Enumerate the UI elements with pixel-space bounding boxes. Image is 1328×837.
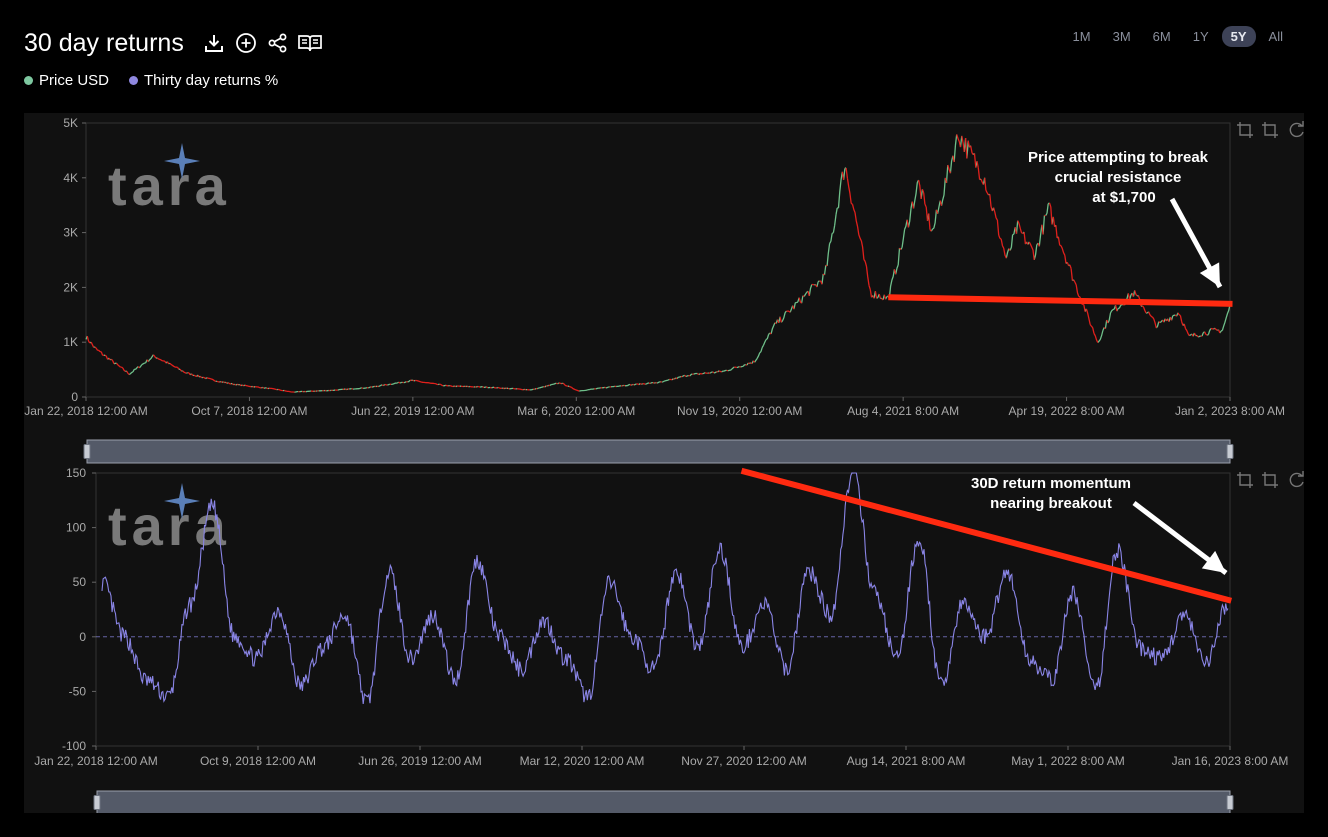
- zoom-select-icon-shape: [1237, 472, 1253, 488]
- returns-plot-area: [95, 472, 1231, 747]
- price-x-tick-label: Jan 2, 2023 8:00 AM: [1175, 404, 1285, 418]
- range-slider[interactable]: [93, 790, 1234, 815]
- price-x-tick-label: Nov 19, 2020 12:00 AM: [677, 404, 802, 418]
- chart-panel: tara 0 1K 2K 3K 4K 5K Jan 22, 2018 12:00 AM Oct …: [24, 113, 1304, 815]
- legend-item-returns[interactable]: Thirty day returns %: [129, 72, 278, 89]
- price-x-tick-label: Oct 7, 2018 12:00 AM: [191, 404, 307, 418]
- price-resistance-line: [888, 294, 1233, 307]
- returns-x-tick-label: Nov 27, 2020 12:00 AM: [681, 754, 806, 768]
- returns-y-tick-label: -100: [62, 739, 86, 753]
- sparkle-icon: [164, 483, 200, 519]
- zoom-select-icon[interactable]: [1237, 472, 1253, 488]
- slider-track: [86, 439, 1231, 464]
- header: 30 day returns: [24, 26, 326, 60]
- price-y-tick-label: 1K: [63, 335, 78, 349]
- slider-handle-left[interactable]: [93, 795, 101, 810]
- zoom-select-icon-shape: [1237, 122, 1253, 138]
- legend: Price USD Thirty day returns %: [24, 72, 278, 89]
- slider-track: [96, 790, 1231, 815]
- zoom-reset-icon-shape: [1262, 122, 1278, 138]
- range-all[interactable]: All: [1268, 29, 1283, 44]
- returns-annotation-arrow: [1132, 501, 1228, 575]
- zoom-reset-icon[interactable]: [1262, 472, 1278, 488]
- legend-label-price: Price USD: [39, 72, 110, 89]
- restore-arrowhead: [1298, 471, 1304, 477]
- returns-x-tick-label: Jan 22, 2018 12:00 AM: [34, 754, 157, 768]
- returns-x-tick-label: Jun 26, 2019 12:00 AM: [358, 754, 481, 768]
- price-y-tick-label: 2K: [63, 280, 78, 294]
- price-annotation-line: at $1,700: [1092, 189, 1155, 206]
- price-x-tick-label: Apr 19, 2022 8:00 AM: [1009, 404, 1125, 418]
- price-x-tick-label: Mar 6, 2020 12:00 AM: [517, 404, 635, 418]
- returns-x-tick-label: Oct 9, 2018 12:00 AM: [200, 754, 316, 768]
- charts-svg: tara 0 1K 2K 3K 4K 5K Jan 22, 2018 12:00 AM Oct …: [24, 116, 1304, 815]
- price-plot-area: [85, 122, 1231, 398]
- range-1m[interactable]: 1M: [1072, 29, 1091, 44]
- zoom-reset-icon-shape: [1262, 472, 1278, 488]
- price-y-tick-label: 4K: [63, 171, 78, 185]
- price-annotation-line: crucial resistance: [1055, 169, 1182, 186]
- legend-item-price[interactable]: Price USD: [24, 72, 109, 89]
- download-icon[interactable]: [201, 30, 227, 56]
- page-title: 30 day returns: [24, 28, 184, 57]
- range-1y[interactable]: 1Y: [1192, 29, 1209, 44]
- range-selector: 1M 3M 6M 1Y 5Y All: [1064, 26, 1292, 47]
- restore-icon[interactable]: [1289, 121, 1304, 138]
- price-y-tick-label: 5K: [63, 116, 78, 130]
- restore-arc: [1289, 472, 1304, 488]
- book-icon[interactable]: [297, 30, 323, 56]
- range-slider[interactable]: [83, 439, 1234, 464]
- range-6m[interactable]: 6M: [1152, 29, 1171, 44]
- add-circle-icon[interactable]: [233, 30, 259, 56]
- legend-label-returns: Thirty day returns %: [144, 72, 279, 89]
- zoom-reset-icon[interactable]: [1262, 122, 1278, 138]
- share-icon[interactable]: [265, 30, 291, 56]
- returns-annotation-line: 30D return momentum: [971, 475, 1131, 492]
- slider-handle-left[interactable]: [83, 444, 91, 459]
- restore-arc: [1289, 122, 1304, 138]
- price-annotation-arrow: [1169, 197, 1223, 289]
- legend-dot-returns: [129, 76, 139, 85]
- tara-watermark: tara: [108, 143, 231, 217]
- price-line-up: [85, 134, 1231, 393]
- sparkle-icon: [164, 143, 200, 179]
- price-annotation-arrow-head: [1199, 262, 1220, 287]
- price-x-tick-label: Jan 22, 2018 12:00 AM: [24, 404, 147, 418]
- returns-y-tick-label: -50: [69, 684, 87, 698]
- returns-annotation-arrow-head: [1201, 550, 1226, 573]
- returns-x-tick-label: Mar 12, 2020 12:00 AM: [520, 754, 645, 768]
- returns-x-tick-label: Aug 14, 2021 8:00 AM: [847, 754, 966, 768]
- returns-y-tick-label: 0: [79, 630, 86, 644]
- restore-arrowhead: [1298, 121, 1304, 127]
- zoom-select-icon[interactable]: [1237, 122, 1253, 138]
- returns-line: [101, 472, 1229, 704]
- price-x-tick-label: Aug 4, 2021 8:00 AM: [847, 404, 959, 418]
- returns-trend-line: [740, 467, 1233, 604]
- slider-handle-right[interactable]: [1226, 444, 1234, 459]
- returns-y-tick-label: 150: [66, 466, 86, 480]
- returns-y-tick-label: 100: [66, 521, 86, 535]
- range-3m[interactable]: 3M: [1112, 29, 1131, 44]
- price-y-tick-label: 0: [71, 390, 78, 404]
- slider-handle-right[interactable]: [1226, 795, 1234, 810]
- returns-y-tick-label: 50: [73, 575, 87, 589]
- restore-icon[interactable]: [1289, 471, 1304, 488]
- returns-annotation-line: nearing breakout: [990, 495, 1112, 512]
- range-5y[interactable]: 5Y: [1221, 26, 1256, 47]
- price-x-tick-label: Jun 22, 2019 12:00 AM: [351, 404, 474, 418]
- returns-x-tick-label: May 1, 2022 8:00 AM: [1011, 754, 1124, 768]
- watermark-text: tara: [108, 154, 231, 217]
- returns-x-tick-label: Jan 16, 2023 8:00 AM: [1172, 754, 1289, 768]
- tara-watermark: tara: [108, 483, 226, 557]
- price-y-tick-label: 3K: [63, 226, 78, 240]
- price-line-down: [86, 134, 1221, 393]
- price-annotation-line: Price attempting to break: [1028, 149, 1209, 166]
- legend-dot-price: [24, 76, 33, 85]
